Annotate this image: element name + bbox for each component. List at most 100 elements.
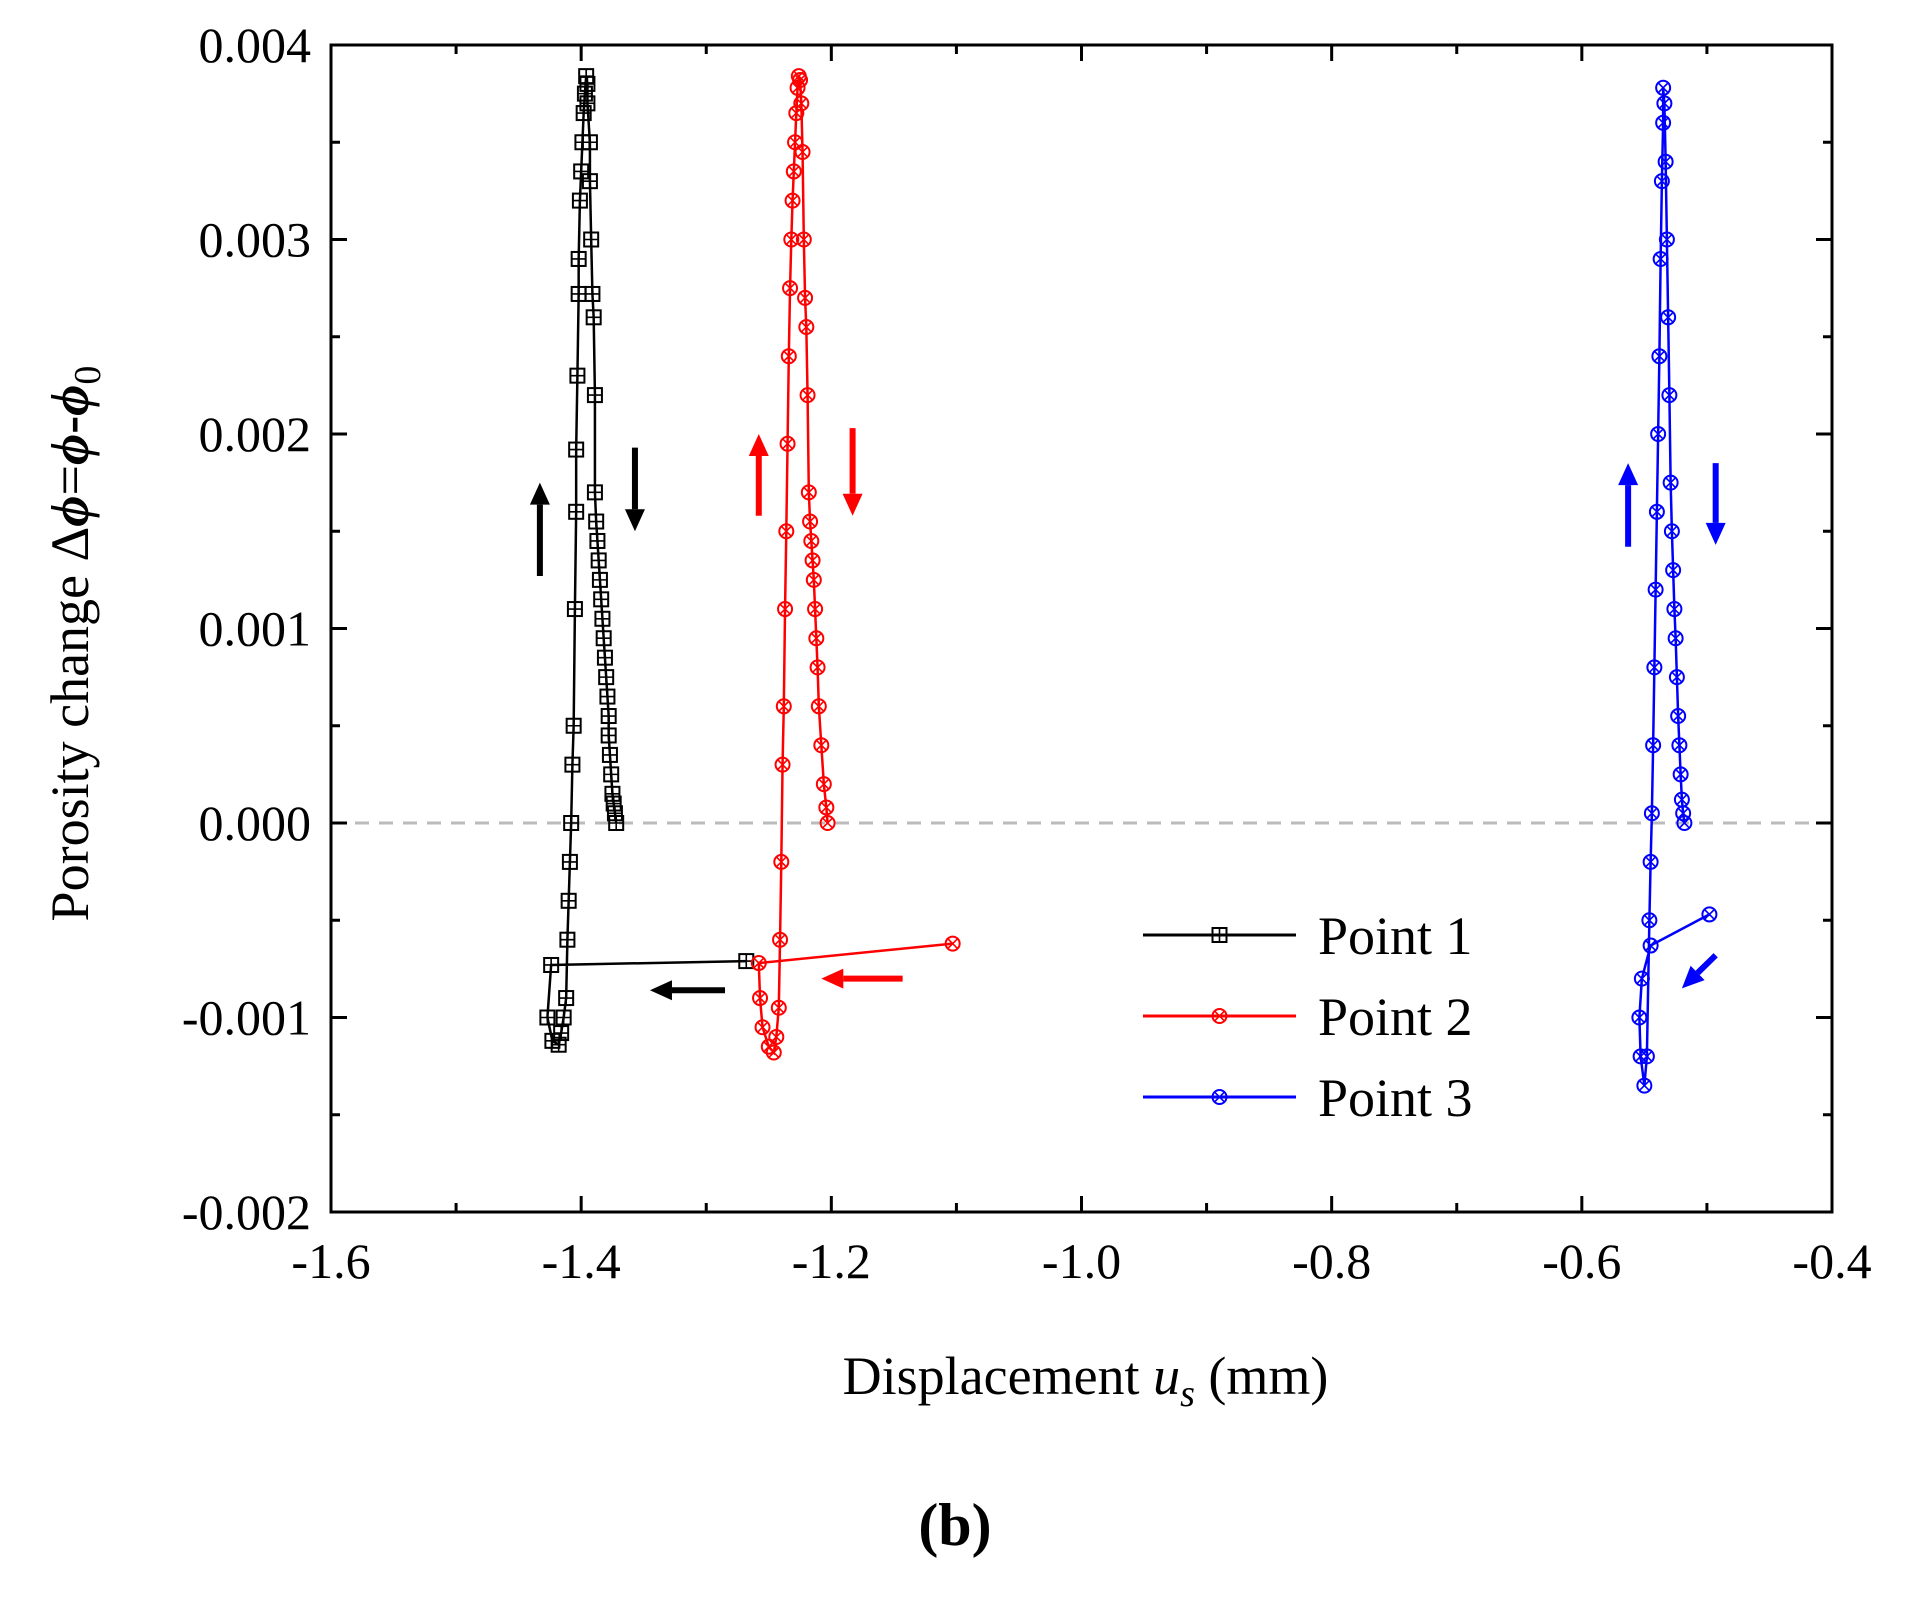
- marker-circle: [1650, 426, 1667, 442]
- marker-circle: [1636, 1077, 1653, 1094]
- marker-circle: [772, 931, 789, 948]
- marker-cross: [1656, 175, 1668, 187]
- y-title-phi-1: ϕ: [40, 496, 100, 527]
- data-point: [768, 1028, 785, 1045]
- marker-cross: [1648, 661, 1660, 674]
- marker-cross: [1213, 1091, 1226, 1103]
- marker-cross: [561, 893, 576, 908]
- direction-arrow: [649, 980, 726, 1001]
- arrow-head: [821, 968, 844, 989]
- marker-circle: [798, 319, 815, 336]
- legend-marker: [1211, 927, 1228, 943]
- data-point: [601, 746, 618, 763]
- marker-circle: [797, 289, 814, 306]
- marker-cross: [770, 1031, 782, 1043]
- marker-circle: [807, 601, 824, 618]
- data-point: [596, 649, 613, 666]
- marker-cross: [804, 515, 816, 528]
- marker-cross: [604, 767, 619, 782]
- marker-cross: [774, 934, 786, 946]
- data-point: [1648, 503, 1665, 520]
- data-point: [539, 1009, 556, 1026]
- data-point: [1701, 906, 1718, 923]
- y-tick-label: 0.002: [199, 406, 312, 462]
- legend-item-2: Point 2: [1143, 987, 1473, 1047]
- data-point: [598, 669, 615, 686]
- marker-cross: [571, 251, 586, 266]
- marker-cross: [559, 991, 574, 1006]
- marker-circle: [1655, 79, 1672, 96]
- y-title-eq: =: [40, 465, 100, 495]
- marker-circle: [1660, 309, 1677, 326]
- data-point: [573, 163, 590, 180]
- data-point: [568, 503, 585, 520]
- marker-cross: [595, 611, 610, 626]
- data-point: [591, 571, 608, 588]
- data-point: [805, 571, 822, 588]
- data-point: [800, 484, 817, 501]
- legend-label: Point 3: [1318, 1068, 1473, 1128]
- marker-cross: [572, 193, 587, 208]
- arrow-head: [1618, 463, 1639, 486]
- data-point: [1661, 387, 1678, 404]
- marker-circle: [804, 552, 821, 569]
- marker-cross: [1678, 817, 1691, 829]
- marker-circle: [1656, 95, 1673, 112]
- data-point: [608, 815, 625, 831]
- marker-cross: [815, 739, 827, 751]
- marker-circle: [1657, 153, 1674, 170]
- axis-layer: -1.6 -1.4 -1.2 -1.0 -0.8 -0.6 -0.4 -0.002 -0.001…: [182, 17, 1872, 1289]
- marker-cross: [778, 700, 790, 712]
- marker-cross: [1213, 1010, 1226, 1022]
- data-point: [1676, 815, 1693, 831]
- marker-circle: [1648, 503, 1665, 520]
- marker-circle: [795, 231, 812, 248]
- marker-cross: [795, 97, 807, 109]
- data-point: [1636, 1077, 1653, 1094]
- data-point: [576, 85, 593, 102]
- marker-cross: [597, 650, 612, 665]
- data-point: [571, 192, 588, 209]
- data-point: [558, 990, 575, 1007]
- data-point: [1671, 737, 1688, 754]
- marker-cross: [809, 603, 821, 615]
- data-point: [1643, 805, 1660, 822]
- marker-circle: [784, 192, 801, 209]
- direction-arrow: [529, 482, 550, 576]
- legend: Point 1 Point 2 Point 3: [1143, 906, 1473, 1128]
- data-point: [1656, 95, 1673, 112]
- data-point: [1646, 659, 1663, 676]
- marker-circle: [788, 105, 805, 122]
- marker-cross: [560, 932, 575, 947]
- marker-circle: [775, 698, 792, 715]
- marker-cross: [1650, 583, 1662, 596]
- data-point: [754, 1019, 771, 1036]
- marker-cross: [1645, 856, 1657, 868]
- marker-circle: [1633, 970, 1650, 987]
- data-point: [803, 532, 820, 549]
- data-point: [575, 105, 592, 122]
- arrow-layer: [529, 428, 1726, 1001]
- marker-cross: [1651, 506, 1663, 518]
- data-point: [600, 727, 617, 744]
- marker-cross: [1668, 603, 1681, 615]
- data-point: [802, 513, 819, 530]
- marker-cross: [788, 165, 800, 178]
- marker-circle: [1641, 912, 1658, 929]
- series-line-1: [546, 75, 747, 1047]
- marker-circle: [1658, 231, 1675, 248]
- data-point: [1666, 601, 1683, 618]
- marker-cross: [1663, 389, 1675, 401]
- marker-circle: [1670, 708, 1687, 725]
- data-point: [583, 231, 600, 248]
- marker-cross: [1645, 939, 1657, 952]
- marker-cross: [594, 592, 609, 607]
- data-point: [570, 250, 587, 267]
- marker-circle: [1643, 805, 1660, 822]
- data-point: [600, 708, 617, 725]
- marker-cross: [786, 194, 799, 207]
- data-point: [1638, 1048, 1655, 1065]
- series-2: [750, 68, 961, 1061]
- marker-cross: [590, 533, 605, 548]
